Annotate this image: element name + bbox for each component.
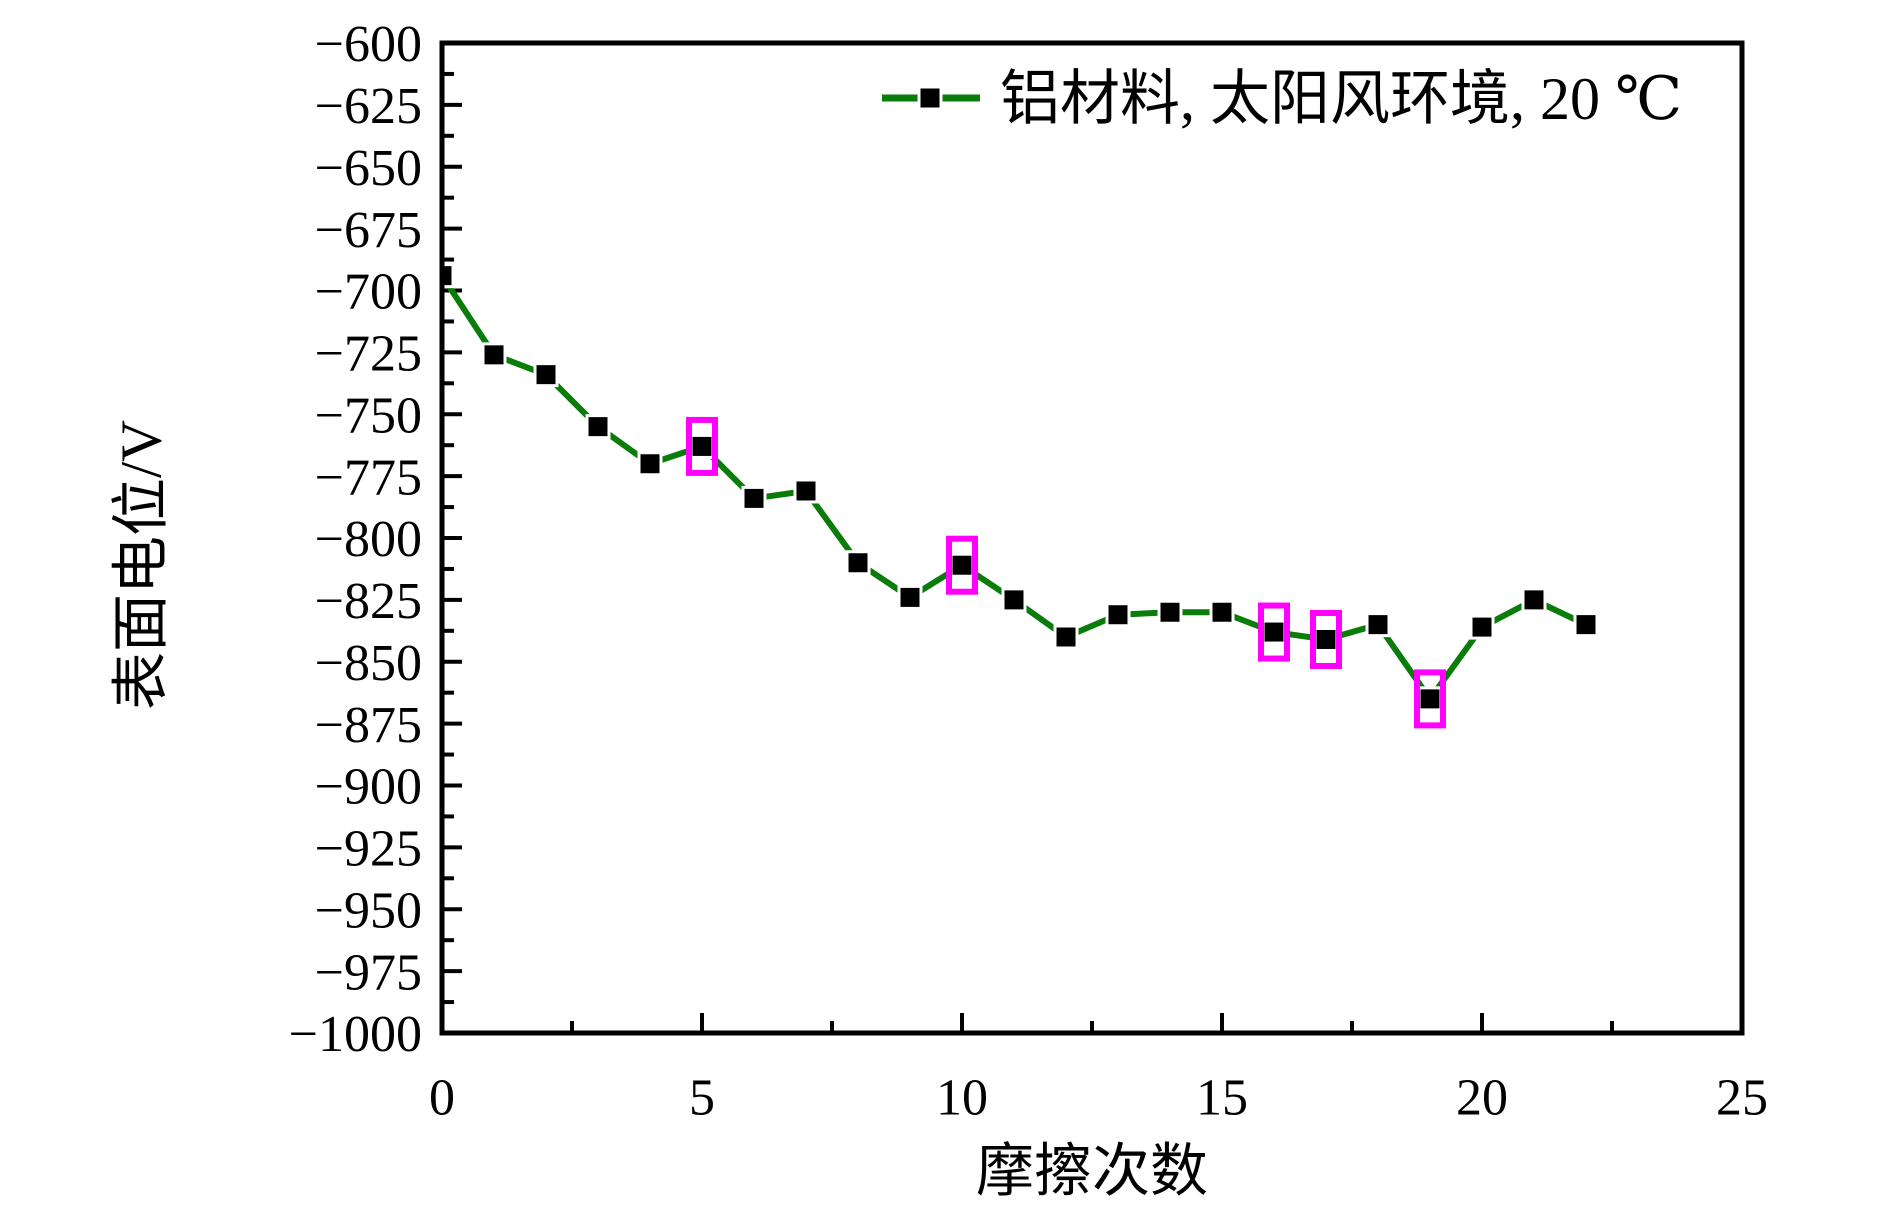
data-point-marker: [1313, 626, 1339, 652]
y-tick-label: −925: [315, 821, 422, 878]
legend-label: 铝材料, 太阳风环境, 20 ℃: [1000, 66, 1682, 132]
data-point-marker: [1105, 602, 1131, 628]
data-point-marker: [1001, 587, 1027, 613]
data-point-marker: [1261, 619, 1287, 645]
y-tick-label: −875: [315, 697, 422, 754]
y-tick-label: −650: [315, 140, 422, 197]
x-tick-label: 5: [689, 1069, 715, 1126]
data-point-marker: [1365, 612, 1391, 638]
highlight-box: [1258, 602, 1290, 662]
data-point-marker: [1053, 624, 1079, 650]
data-point-marker: [585, 414, 611, 440]
y-tick-label: −850: [315, 635, 422, 692]
data-point-marker: [1573, 612, 1599, 638]
x-tick-label: 25: [1716, 1069, 1768, 1126]
y-tick-label: −1000: [289, 1006, 422, 1063]
highlight-box: [686, 416, 718, 476]
highlight-box: [1310, 609, 1342, 669]
series-line: [440, 274, 1588, 705]
x-axis-title: 摩擦次数: [976, 1138, 1208, 1203]
data-point-marker: [689, 433, 715, 459]
y-tick-label: −675: [315, 202, 422, 259]
legend-marker-square: [917, 85, 943, 111]
y-tick-label: −625: [315, 78, 422, 135]
y-tick-label: −975: [315, 944, 422, 1001]
y-tick-label: −825: [315, 573, 422, 630]
plot-content: 0 5 10 15 20 25 −600−625−650−675−700−725−750−7…: [289, 16, 1768, 1126]
x-tick-label: 20: [1456, 1069, 1508, 1126]
y-tick-label: −750: [315, 387, 422, 444]
data-point-marker: [1469, 614, 1495, 640]
x-tick-label: 10: [936, 1069, 988, 1126]
x-tick-label: 0: [429, 1069, 455, 1126]
series-group: [440, 263, 1599, 712]
y-tick-label: −600: [315, 16, 422, 73]
highlight-box: [946, 535, 978, 595]
data-point-marker: [533, 362, 559, 388]
plot-frame: [439, 40, 1745, 1036]
data-point-marker: [637, 451, 663, 477]
data-point-marker: [741, 485, 767, 511]
y-tick-label: −725: [315, 326, 422, 383]
data-point-marker: [1417, 686, 1443, 712]
data-point-marker: [1209, 599, 1235, 625]
y-tick-label: −900: [315, 759, 422, 816]
y-tick-label: −700: [315, 264, 422, 321]
y-tick-label: −800: [315, 511, 422, 568]
highlight-box: [1414, 669, 1446, 729]
data-point-marker: [793, 478, 819, 504]
data-point-marker: [845, 550, 871, 576]
data-point-marker: [949, 552, 975, 578]
y-axis-title: 表面电位/V: [108, 420, 173, 710]
legend: 铝材料, 太阳风环境, 20 ℃: [882, 66, 1682, 132]
y-tick-label: −775: [315, 449, 422, 506]
data-point-marker: [481, 342, 507, 368]
y-tick-label: −950: [315, 882, 422, 939]
data-point-marker: [1157, 599, 1183, 625]
data-point-marker: [1521, 587, 1547, 613]
data-point-marker: [897, 584, 923, 610]
x-tick-label: 15: [1196, 1069, 1248, 1126]
